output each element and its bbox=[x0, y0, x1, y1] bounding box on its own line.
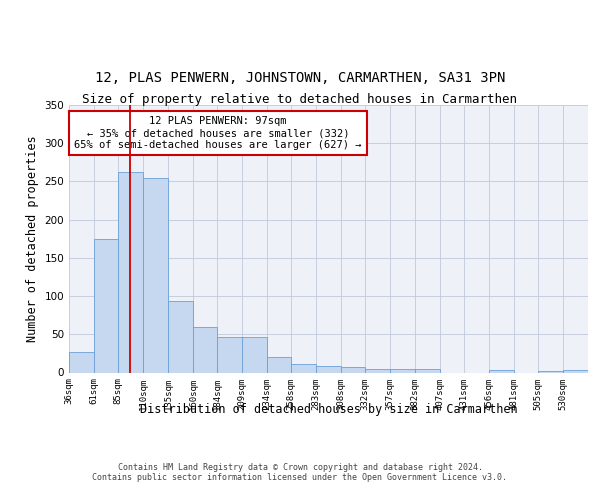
Bar bbox=[538, 371, 563, 372]
Bar bbox=[242, 338, 267, 372]
Bar bbox=[94, 239, 118, 372]
Bar bbox=[563, 370, 588, 372]
Bar bbox=[489, 370, 514, 372]
Bar bbox=[316, 366, 341, 372]
Text: 12 PLAS PENWERN: 97sqm
← 35% of detached houses are smaller (332)
65% of semi-de: 12 PLAS PENWERN: 97sqm ← 35% of detached… bbox=[74, 116, 362, 150]
Text: Size of property relative to detached houses in Carmarthen: Size of property relative to detached ho… bbox=[83, 92, 517, 106]
Bar bbox=[291, 364, 316, 372]
Text: Distribution of detached houses by size in Carmarthen: Distribution of detached houses by size … bbox=[140, 402, 518, 415]
Bar bbox=[341, 367, 365, 372]
Bar bbox=[390, 370, 415, 372]
Bar bbox=[168, 302, 193, 372]
Bar bbox=[415, 370, 440, 372]
Text: Contains HM Land Registry data © Crown copyright and database right 2024.
Contai: Contains HM Land Registry data © Crown c… bbox=[92, 462, 508, 482]
Bar bbox=[217, 338, 242, 372]
Bar bbox=[193, 326, 217, 372]
Bar bbox=[118, 172, 143, 372]
Bar bbox=[267, 357, 291, 372]
Bar bbox=[365, 370, 390, 372]
Bar bbox=[69, 352, 94, 372]
Bar bbox=[143, 178, 168, 372]
Text: 12, PLAS PENWERN, JOHNSTOWN, CARMARTHEN, SA31 3PN: 12, PLAS PENWERN, JOHNSTOWN, CARMARTHEN,… bbox=[95, 71, 505, 85]
Y-axis label: Number of detached properties: Number of detached properties bbox=[26, 136, 39, 342]
